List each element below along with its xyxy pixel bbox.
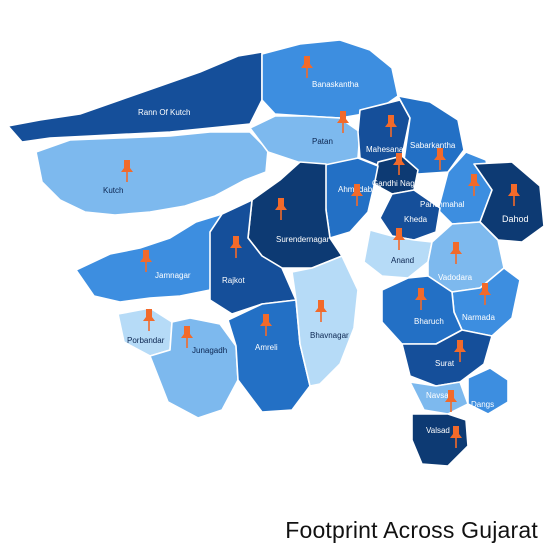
label-panchmahal: Panchmahal	[420, 200, 465, 209]
label-amreli: Amreli	[255, 343, 278, 352]
label-valsad: Valsad	[426, 426, 450, 435]
region-rann-of-kutch[interactable]	[7, 51, 263, 143]
pin-icon[interactable]	[230, 236, 242, 258]
label-dangs: Dangs	[471, 400, 494, 409]
pin-icon[interactable]	[121, 160, 133, 182]
pin-icon[interactable]	[445, 390, 457, 412]
label-gandhi-nagar: Gandhi Nagar	[372, 179, 422, 188]
label-bharuch: Bharuch	[414, 317, 444, 326]
region-rajkot[interactable]	[209, 199, 297, 315]
pin-icon[interactable]	[393, 228, 405, 250]
label-junagadh: Junagadh	[192, 346, 227, 355]
region-valsad[interactable]	[411, 413, 469, 467]
pin-icon[interactable]	[140, 250, 152, 272]
pin-icon[interactable]	[385, 115, 397, 137]
district-shapes	[7, 39, 545, 467]
label-surendernagar: Surendernagar	[276, 235, 330, 244]
label-mahesana: Mahesana	[366, 145, 404, 154]
pin-icon[interactable]	[450, 426, 462, 448]
label-bhavnagar: Bhavnagar	[310, 331, 349, 340]
label-rajkot: Rajkot	[222, 276, 245, 285]
label-porbandar: Porbandar	[127, 336, 165, 345]
label-narmada: Narmada	[462, 313, 495, 322]
region-bharuch[interactable]	[381, 275, 463, 345]
region-porbandar[interactable]	[117, 307, 173, 357]
pin-icon[interactable]	[450, 242, 462, 264]
pin-icon[interactable]	[275, 198, 287, 220]
pin-icon[interactable]	[143, 309, 155, 331]
label-anand: Anand	[391, 256, 414, 265]
pin-icon[interactable]	[468, 174, 480, 196]
pin-icon[interactable]	[393, 153, 405, 175]
pin-icon[interactable]	[301, 56, 313, 78]
pin-icon[interactable]	[508, 184, 520, 206]
region-bhavnagar[interactable]	[291, 255, 359, 387]
pin-icon[interactable]	[181, 326, 193, 348]
label-banaskantha: Banaskantha	[312, 80, 359, 89]
region-kheda[interactable]	[379, 189, 441, 241]
label-patan: Patan	[312, 137, 333, 146]
label-dahod: Dahod	[502, 214, 529, 224]
pin-icon[interactable]	[337, 111, 349, 133]
region-surat[interactable]	[401, 329, 493, 387]
pin-icon[interactable]	[351, 184, 363, 206]
label-kheda: Kheda	[404, 215, 428, 224]
map-caption: Footprint Across Gujarat	[285, 517, 538, 543]
region-dangs[interactable]	[467, 367, 509, 415]
label-kutch: Kutch	[103, 186, 123, 195]
region-dahod[interactable]	[473, 161, 545, 243]
pin-icon[interactable]	[415, 288, 427, 310]
location-pins	[121, 56, 520, 448]
region-kutch[interactable]	[35, 131, 269, 216]
label-navsari: Navsari	[426, 391, 453, 400]
label-jamnagar: Jamnagar	[155, 271, 191, 280]
label-rann-of-kutch: Rann Of Kutch	[138, 108, 190, 117]
label-sabarkantha: Sabarkantha	[410, 141, 456, 150]
pin-icon[interactable]	[315, 300, 327, 322]
pin-icon[interactable]	[260, 314, 272, 336]
pin-icon[interactable]	[479, 283, 491, 305]
label-surat: Surat	[435, 359, 455, 368]
label-vadodara: Vadodara	[438, 273, 473, 282]
pin-icon[interactable]	[434, 148, 446, 170]
pin-icon[interactable]	[454, 340, 466, 362]
region-amreli[interactable]	[227, 299, 311, 413]
